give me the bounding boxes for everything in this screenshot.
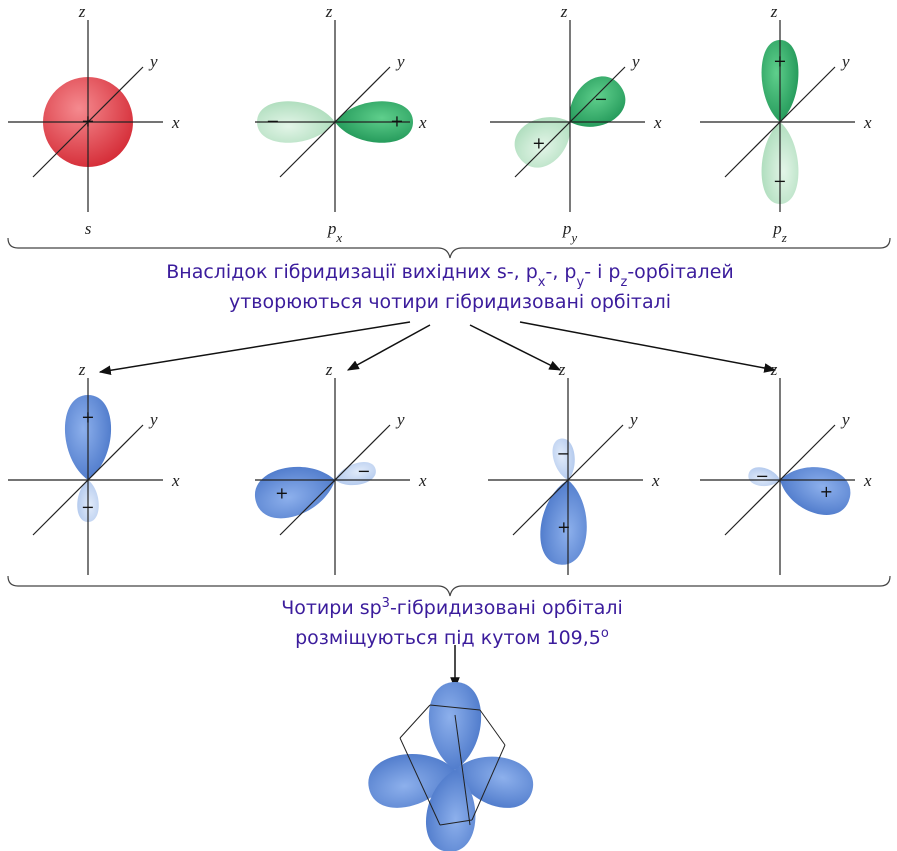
axis-label: y (148, 52, 158, 71)
label-sub: z (781, 230, 787, 245)
sign: − (357, 462, 370, 481)
axis-label: y (395, 52, 405, 71)
caption: утворюються чотири гібридизовані орбітал… (229, 291, 671, 313)
arrow (100, 322, 410, 372)
arrow (348, 325, 430, 370)
axis-label: y (840, 410, 850, 429)
caption-text: -, p (546, 261, 577, 283)
label-base: s (85, 219, 92, 238)
orbital-label: pz (772, 219, 787, 245)
sign: + (81, 408, 94, 427)
caption-text: -гібридизовані орбіталі (390, 597, 623, 619)
label-sub: x (335, 230, 342, 245)
sign: + (390, 112, 403, 131)
edge (400, 705, 430, 738)
sign: + (557, 517, 570, 536)
axis-label: x (863, 471, 872, 490)
sign: + (532, 133, 545, 152)
caption-sup: 3 (382, 596, 390, 611)
sign: − (81, 498, 94, 517)
axis-label: z (560, 2, 568, 21)
caption-text: Внаслідок гібридизації вихідних s-, p (166, 261, 538, 283)
orbital-lobe (249, 456, 341, 525)
axis-label: x (171, 113, 180, 132)
orbital-label: s (85, 219, 92, 238)
label-base: p (327, 219, 337, 238)
caption-text: -орбіталей (627, 261, 733, 283)
axis-label: x (171, 471, 180, 490)
axis-label: y (148, 410, 158, 429)
sign: + (773, 52, 786, 71)
axis-label: x (418, 113, 427, 132)
axis-label: y (395, 410, 405, 429)
axis-label: y (628, 410, 638, 429)
axis-label: y (630, 52, 640, 71)
orbital-label: px (327, 219, 343, 245)
arrow (470, 325, 560, 370)
axis-label: z (558, 360, 566, 379)
sign: − (594, 90, 607, 109)
axis-label: x (418, 471, 427, 490)
axis-label: z (325, 360, 333, 379)
brace (8, 238, 890, 258)
sign: + (275, 484, 288, 503)
sign: + (81, 112, 94, 131)
orbital-lobe (774, 458, 855, 521)
orbital-lobe (332, 459, 378, 491)
diagram: zyx+szyx+−pxzyx−+pyzyx+−pzВнаслідок гібр… (0, 0, 897, 851)
sign: − (756, 466, 769, 485)
sign: − (557, 444, 570, 463)
axis-label: z (78, 2, 86, 21)
caption: Внаслідок гібридизації вихідних s-, px-,… (166, 261, 734, 290)
brace (8, 576, 890, 596)
caption-sup: o (601, 626, 609, 641)
orbital-lobe (429, 682, 481, 770)
label-sub: y (569, 230, 577, 245)
axis-label: z (770, 2, 778, 21)
axis-label: x (651, 471, 660, 490)
axis-label: y (840, 52, 850, 71)
axis-label: x (653, 113, 662, 132)
sign: + (820, 482, 833, 501)
caption-text: Чотири sp (281, 597, 381, 619)
axis-label: z (78, 360, 86, 379)
label-base: p (772, 219, 782, 238)
caption: розміщуються під кутом 109,5o (295, 626, 609, 650)
axis-label: z (325, 2, 333, 21)
label-base: p (562, 219, 572, 238)
orbital-label: py (562, 219, 578, 245)
axis-label: x (863, 113, 872, 132)
caption: Чотири sp3-гібридизовані орбіталі (281, 596, 623, 620)
caption-text: - і p (584, 261, 620, 283)
axis-label: z (770, 360, 778, 379)
sign: − (773, 172, 786, 191)
edge (480, 710, 505, 745)
caption-text: розміщуються під кутом 109,5 (295, 627, 601, 649)
sign: − (266, 112, 279, 131)
